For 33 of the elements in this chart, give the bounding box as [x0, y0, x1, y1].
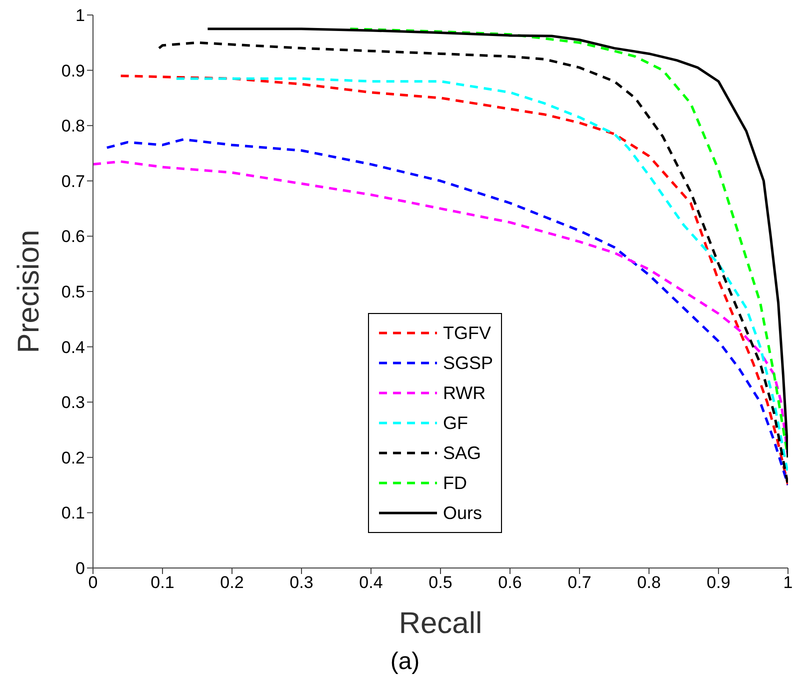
y-tick-label: 0.3 [61, 393, 85, 412]
x-tick-label: 1 [783, 573, 793, 592]
text: (a) [389, 648, 421, 676]
legend-label: RWR [443, 382, 486, 404]
x-tick-label: 0.9 [706, 573, 730, 592]
legend-label: SAG [443, 442, 482, 464]
y-tick-label: 0.1 [61, 504, 85, 523]
x-tick-label: 0.3 [290, 573, 314, 592]
x-tick-label: 0.8 [637, 573, 661, 592]
y-tick-label: 0.7 [61, 172, 85, 191]
x-tick-label: 0.1 [150, 573, 174, 592]
y-tick-label: 1 [76, 6, 85, 26]
x-tick-label: 0 [88, 573, 98, 592]
legend-label: Ours [443, 502, 482, 524]
legend-label: FD [443, 472, 467, 494]
x-tick-label: 0.2 [220, 573, 244, 592]
legend-label: TGFV [443, 322, 491, 344]
y-tick-label: 0.2 [61, 448, 85, 468]
y-tick-label: 0 [76, 559, 85, 578]
y-tick-label: 0.8 [61, 116, 85, 136]
x-axis-title: Recall [398, 607, 482, 640]
y-tick-label: 0.4 [61, 338, 85, 357]
y-tick-label: 0.6 [61, 227, 85, 246]
legend-label: GF [443, 412, 468, 434]
y-axis-title: Precision [12, 230, 46, 354]
legend-label: SGSP [443, 352, 494, 374]
x-tick-label: 0.4 [359, 573, 383, 592]
x-tick-label: 0.7 [568, 573, 592, 592]
x-tick-label: 0.5 [428, 573, 452, 592]
x-tick-label: 0.6 [498, 573, 522, 592]
line-series [206, 28, 788, 459]
y-tick-label: 0.9 [61, 61, 85, 80]
y-tick-label: 0.5 [61, 282, 85, 302]
